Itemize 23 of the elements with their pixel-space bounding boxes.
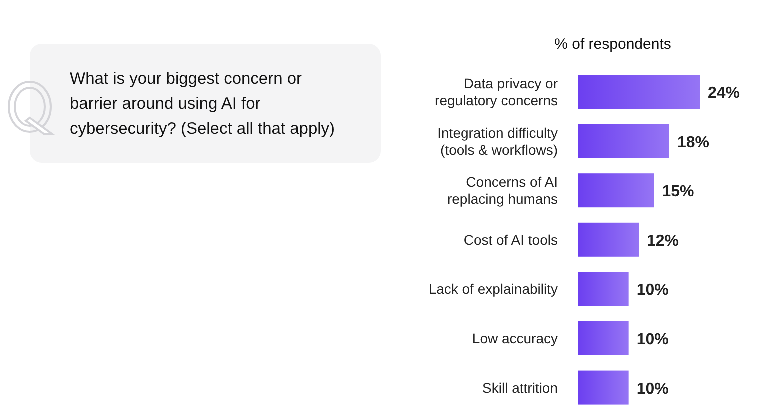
data-label: 24%	[708, 85, 740, 102]
y-tick-label: Integration difficulty (tools & workflows)	[438, 124, 558, 158]
bar	[578, 75, 700, 109]
data-label: 12%	[647, 232, 680, 250]
y-tick-label: Concerns of AI replacing humans	[447, 174, 558, 208]
bar	[578, 272, 629, 306]
y-tick-label: Lack of explainability	[428, 281, 558, 298]
bar	[578, 322, 629, 356]
bar	[578, 174, 654, 208]
bar	[578, 222, 639, 257]
y-tick-label: Data privacy or regulatory concerns	[435, 76, 558, 108]
bar	[578, 124, 670, 158]
data-label: 18%	[678, 134, 710, 152]
y-tick-label: Cost of AI tools	[464, 232, 558, 248]
y-tick-label: Skill attrition	[482, 380, 558, 396]
y-tick-label: Low accuracy	[472, 330, 558, 346]
data-label: 10%	[636, 282, 669, 300]
data-label: 15%	[662, 184, 694, 201]
text: What is your biggest concern or barrier around using AI for cybersecurity? (Select all that apply)	[70, 70, 336, 138]
x-axis-title: % of respondents	[554, 36, 672, 53]
data-label: 10%	[636, 332, 669, 348]
data-label: 10%	[636, 380, 669, 398]
bar	[578, 370, 629, 405]
